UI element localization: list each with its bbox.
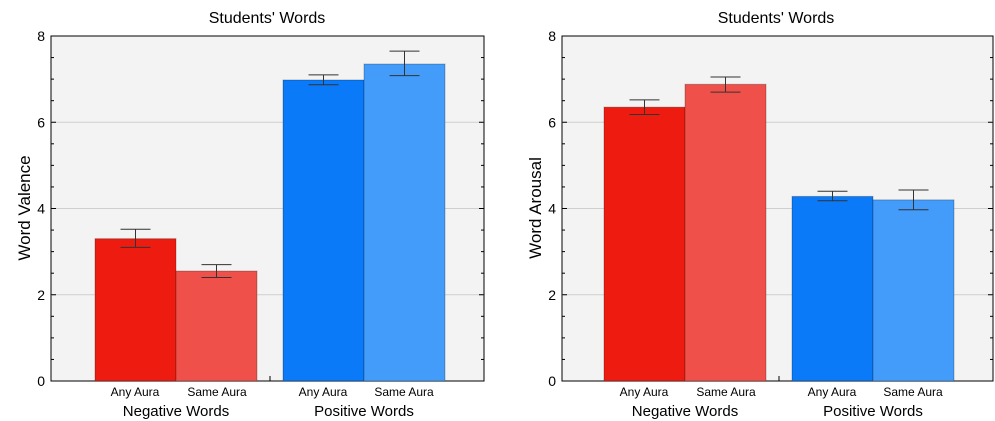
x-category-label: Same Aura [696, 385, 756, 399]
x-group-label: Negative Words [632, 403, 738, 420]
bar [175, 270, 258, 382]
y-axis-label-right: Word Arousal [526, 157, 545, 259]
chart-left: 0 2 4 6 8 Students' Words Word Valence Any A… [15, 10, 485, 420]
y-tick-label: 0 [37, 373, 45, 389]
bar [282, 79, 365, 382]
x-category-label: Same Aura [187, 385, 247, 399]
chart-right: 0 2 4 6 8 Students' Words Word Arousal Any A… [526, 10, 994, 420]
y-tick-label: 6 [548, 114, 556, 130]
y-tick-label: 2 [37, 287, 45, 303]
bar [791, 195, 874, 382]
x-category-label: Any Aura [111, 385, 160, 399]
x-category-label: Any Aura [808, 385, 857, 399]
y-axis-label-left: Word Valence [15, 155, 34, 260]
x-category-label: Any Aura [620, 385, 669, 399]
chart-title-left: Students' Words [209, 10, 326, 27]
x-category-label: Any Aura [299, 385, 348, 399]
y-tick-label: 6 [37, 114, 45, 130]
y-tick-label: 0 [548, 373, 556, 389]
x-group-label: Positive Words [823, 403, 923, 420]
bar [94, 238, 177, 382]
x-group-label: Negative Words [123, 403, 229, 420]
y-axis-ticks-left: 0 2 4 6 8 [37, 28, 484, 389]
x-category-label: Same Aura [374, 385, 434, 399]
bar [684, 83, 767, 382]
y-axis-ticks-right: 0 2 4 6 8 [548, 28, 993, 389]
y-tick-label: 4 [548, 201, 556, 217]
bar [603, 106, 686, 382]
bar [872, 199, 955, 382]
y-tick-label: 8 [548, 28, 556, 44]
y-tick-label: 8 [37, 28, 45, 44]
x-group-label: Positive Words [314, 403, 414, 420]
y-tick-label: 4 [37, 201, 45, 217]
chart-title-right: Students' Words [718, 10, 835, 27]
bar [363, 63, 446, 382]
bars-left [94, 50, 446, 382]
bars-right [603, 76, 955, 382]
y-tick-label: 2 [548, 287, 556, 303]
x-category-label: Same Aura [883, 385, 943, 399]
